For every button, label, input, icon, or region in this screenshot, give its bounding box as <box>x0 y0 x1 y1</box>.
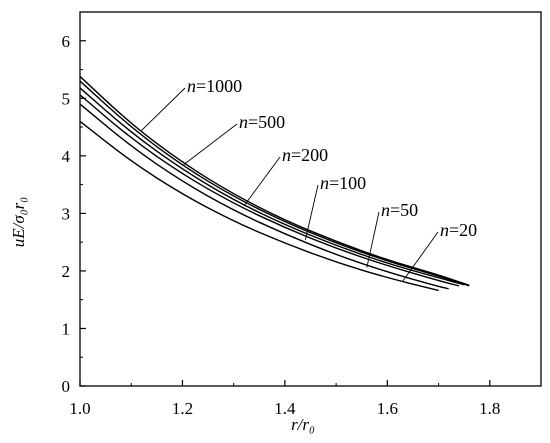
series-line-n=100 <box>79 94 460 287</box>
x-tick-label: 1.8 <box>479 399 500 418</box>
series-label-n=200: n=200 <box>282 145 328 165</box>
series-line-n=20 <box>79 120 439 292</box>
x-tick-label: 1.4 <box>274 399 296 418</box>
series-line-n=200 <box>79 87 465 286</box>
y-tick-label: 1 <box>62 319 71 338</box>
leader-line-n=1000 <box>141 87 186 131</box>
series-line-n=50 <box>79 103 449 290</box>
y-tick-label: 4 <box>62 147 71 166</box>
series-lines <box>79 75 470 292</box>
annotation-labels: n=1000 n=500 n=200 n=100 n=50 n=20 <box>187 76 477 240</box>
x-tick-label: 1.6 <box>377 399 398 418</box>
series-line-n=1000 <box>79 75 470 286</box>
annotation-leaders <box>141 87 439 282</box>
series-label-n=20: n=20 <box>440 220 477 240</box>
series-label-n=100: n=100 <box>320 173 366 193</box>
y-tick-label: 0 <box>62 377 71 396</box>
x-axis-label: r/r₀ <box>291 415 315 434</box>
x-tick-label: 1.0 <box>69 399 90 418</box>
series-label-n=500: n=500 <box>239 112 285 132</box>
y-tick-label: 6 <box>62 32 71 51</box>
y-tick-label: 3 <box>62 204 71 223</box>
y-tick-label: 5 <box>62 89 71 108</box>
plot-border <box>79 11 542 387</box>
leader-line-n=50 <box>366 211 380 268</box>
plot-frame <box>79 11 542 387</box>
axis-ticks: 1.0 1.2 1.4 1.6 1.8 0 1 2 3 4 5 6 <box>62 32 501 418</box>
series-label-n=50: n=50 <box>381 200 418 220</box>
y-tick-label: 2 <box>62 262 71 281</box>
series-label-n=1000: n=1000 <box>187 76 242 96</box>
x-tick-label: 1.2 <box>172 399 193 418</box>
y-axis-label: uE/σ₀r₀ <box>9 197 28 248</box>
series-line-n=500 <box>79 80 470 287</box>
leader-line-n=200 <box>243 156 281 207</box>
leader-line-n=20 <box>402 231 439 282</box>
leader-line-n=100 <box>304 184 319 240</box>
leader-line-n=500 <box>182 123 238 166</box>
